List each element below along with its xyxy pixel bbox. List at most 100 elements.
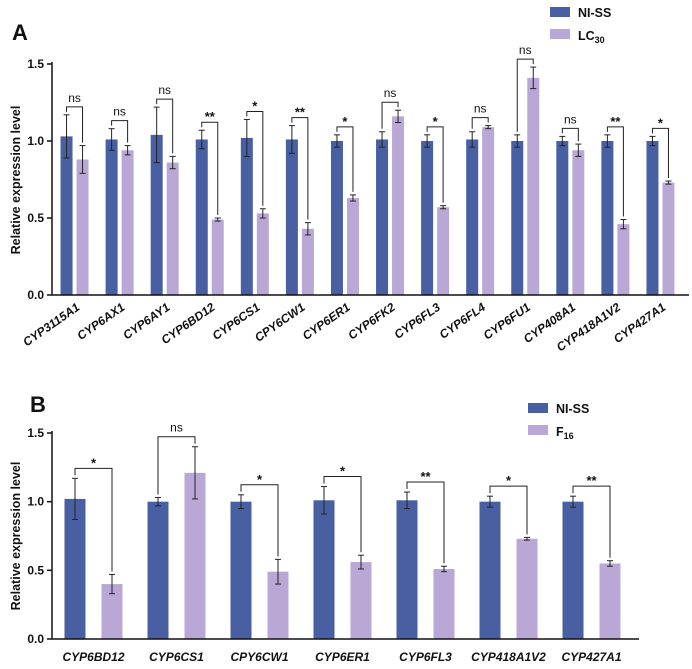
y-tick-label-a: 1.0: [27, 134, 44, 148]
x-tick-label-cpy6cw1: CPY6CW1: [252, 300, 308, 345]
axes-b: [51, 431, 639, 640]
x-tick-label-cyp6ax1: CYP6AX1: [74, 300, 127, 343]
bar-lc-cyp427a1: [662, 182, 675, 295]
x-tick-label-cyp6fl3: CYP6FL3: [392, 300, 443, 342]
x-tick-label-cyp6er1: CYP6ER1: [300, 300, 353, 343]
bar-ni-ss-cyp6ay1: [150, 134, 163, 295]
legend-b-label-f16: F16: [556, 425, 574, 441]
legend-b-swatch-ni-ss: [528, 403, 548, 413]
x-tick-label-cyp6cs1: CYP6CS1: [149, 650, 204, 664]
significance-bracket-cyp6fu1: [516, 58, 534, 132]
bar-lc-cyp6er1: [346, 197, 359, 295]
y-tick-label-b: 1.0: [27, 495, 44, 509]
bar-ni-ss-cyp418a1v2: [601, 141, 614, 295]
legend-a: NI-SS LC30: [550, 6, 611, 45]
legend-a-swatch-lc30: [550, 29, 570, 39]
significance-label-cyp6fl4: ns: [474, 102, 487, 116]
bar-ni-ss-cyp6fl3: [421, 141, 434, 295]
bar-ni-ss-cyp408a1: [556, 141, 569, 295]
panel-letter-b: B: [30, 392, 46, 417]
significance-b: *ns** ** * **: [74, 421, 611, 572]
chart-panel-a: A NI-SS LC30 Relative expression level 0…: [9, 6, 689, 354]
significance-bracket-cyp427a1: [651, 127, 669, 179]
y-tick-label-a: 0.5: [27, 211, 44, 225]
bar-ni-ss-cyp6cs1: [240, 137, 253, 295]
bar-lc-cyp6cs1: [256, 213, 269, 295]
legend-a-swatch-ni-ss: [550, 7, 570, 17]
bar-ni-ss-cpy6cw1: [285, 139, 298, 295]
significance-bracket-cyp6bd12: [201, 121, 219, 215]
x-tick-label-cyp6fk2: CYP6FK2: [345, 300, 398, 343]
significance-bracket-cyp6fl3: [426, 126, 444, 203]
significance-label-cyp418a1v2: *: [506, 473, 512, 488]
bar-ni-ss-cyp6er1: [330, 141, 343, 295]
bar-f-cyp6cs1: [184, 472, 206, 639]
significance-label-cyp6cs1: *: [252, 98, 258, 113]
significance-bracket-cyp418a1v2: [606, 126, 624, 217]
bar-f-cyp6fl3: [433, 568, 455, 639]
significance-bracket-cyp6fl4: [471, 117, 489, 129]
panel-letter-a: A: [12, 20, 28, 45]
bar-lc-cyp6ay1: [166, 162, 179, 295]
bar-lc-cyp418a1v2: [617, 224, 630, 295]
significance-label-cpy6cw1: *: [257, 472, 263, 487]
y-axis-title-b: Relative expression level: [9, 462, 23, 611]
bar-ni-ss-cyp3115a1: [60, 136, 73, 295]
x-tick-label-cpy6cw1: CPY6CW1: [230, 650, 288, 664]
significance-label-cyp427a1: *: [658, 115, 664, 130]
bar-lc-cyp6fu1: [527, 77, 540, 295]
significance-bracket-cyp6ay1: [156, 98, 174, 154]
significance-bracket-cyp408a1: [561, 127, 579, 142]
bar-ni-ss-cyp6fk2: [376, 139, 389, 295]
bar-ni-ss-cyp418a1v2: [479, 501, 501, 639]
y-tick-label-b: 0.0: [27, 632, 44, 646]
y-tick-label-a: 0.0: [27, 288, 44, 302]
bar-ni-ss-cyp427a1: [562, 501, 584, 639]
bar-f-cyp6bd12: [101, 584, 123, 639]
legend-b: NI-SS F16: [528, 402, 589, 441]
significance-bracket-cpy6cw1: [291, 117, 309, 220]
significance-label-cpy6cw1: **: [295, 105, 306, 120]
significance-label-cyp6fk2: ns: [384, 86, 397, 100]
bar-ni-ss-cyp6bd12: [195, 139, 208, 295]
significance-bracket-cyp6bd12: [74, 467, 113, 572]
x-tick-label-cyp3115a1: CYP3115A1: [20, 300, 82, 349]
x-tick-label-cyp6fl3: CYP6FL3: [399, 650, 452, 664]
bar-lc-cyp6fk2: [392, 116, 405, 295]
bar-f-cpy6cw1: [267, 571, 289, 639]
significance-label-cyp6bd12: **: [205, 109, 216, 124]
x-tick-labels-a: CYP3115A1CYP6AX1CYP6AY1CYP6BD12CYP6CS1CP…: [20, 300, 668, 355]
significance-label-cyp6er1: *: [340, 464, 346, 479]
y-tick-label-b: 1.5: [27, 426, 44, 440]
significance-bracket-cyp6ax1: [111, 120, 129, 143]
bar-ni-ss-cyp6ax1: [105, 139, 118, 295]
bar-ni-ss-cpy6cw1: [230, 501, 252, 639]
bar-f-cyp427a1: [599, 563, 621, 639]
bar-lc-cpy6cw1: [301, 228, 314, 295]
legend-b-label-ni-ss: NI-SS: [556, 402, 589, 416]
significance-bracket-cyp418a1v2: [489, 485, 528, 535]
x-tick-label-cyp6fl4: CYP6FL4: [437, 300, 488, 342]
significance-label-cyp3115a1: ns: [68, 91, 81, 105]
bar-lc-cyp3115a1: [76, 159, 89, 295]
x-tick-label-cyp6er1: CYP6ER1: [315, 650, 370, 664]
x-tick-labels-b: CYP6BD12 CYP6CS1 CPY6CW1 CYP6ER1 CYP6FL3 CYP4…: [62, 650, 621, 664]
legend-b-swatch-f16: [528, 425, 548, 435]
significance-bracket-cyp3115a1: [66, 106, 84, 143]
axes-a: [51, 62, 689, 296]
legend-a-label-lc30: LC30: [578, 29, 605, 45]
y-tick-label-b: 0.5: [27, 563, 44, 577]
bar-lc-cyp6bd12: [211, 219, 224, 295]
y-axis-title-a: Relative expression level: [9, 106, 23, 255]
significance-label-cyp6ax1: ns: [113, 105, 126, 119]
bar-lc-cyp408a1: [572, 150, 585, 295]
bar-f-cyp6er1: [350, 562, 372, 639]
significance-label-cyp408a1: ns: [564, 112, 577, 126]
x-tick-label-cyp427a1: CYP427A1: [561, 650, 621, 664]
significance-label-cyp418a1v2: **: [610, 114, 621, 129]
x-tick-label-cyp418a1v2: CYP418A1V2: [471, 650, 546, 664]
significance-label-cyp6er1: *: [342, 114, 348, 129]
significance-label-cyp6fu1: ns: [519, 43, 532, 57]
